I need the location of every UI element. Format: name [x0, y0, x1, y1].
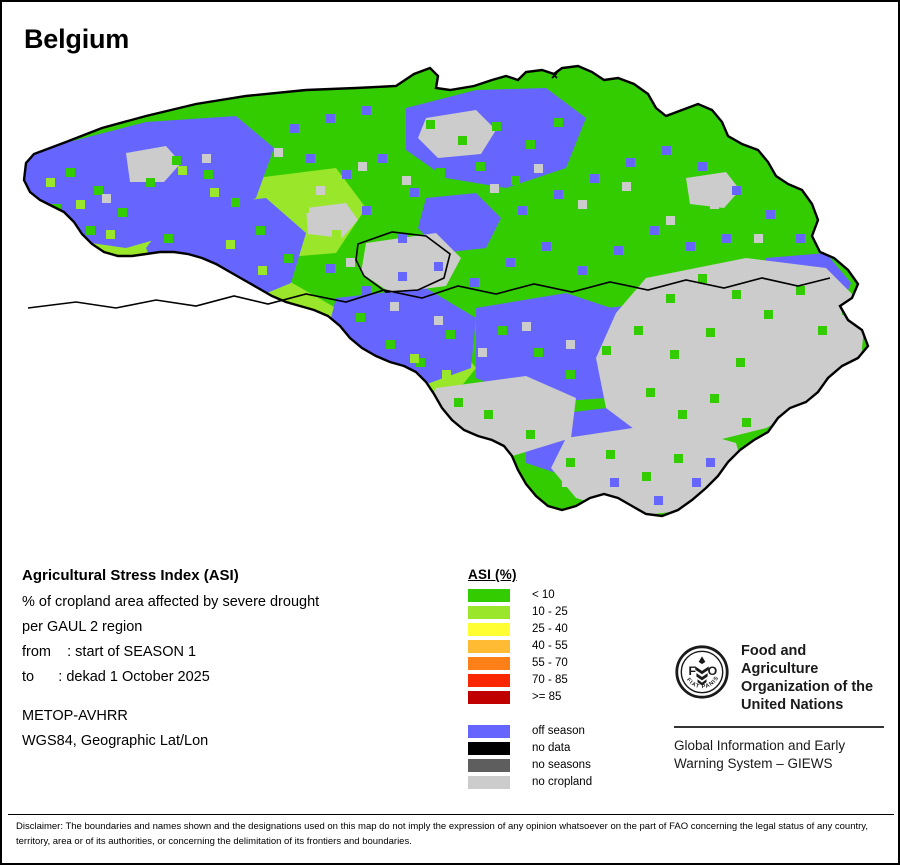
- fao-name-line-3: United Nations: [741, 696, 844, 713]
- legend-item-25-40[interactable]: 25 - 40: [468, 621, 658, 637]
- fao-organization-name: Food and Agriculture Organization of the…: [741, 643, 884, 715]
- page-title: Belgium: [24, 24, 130, 54]
- legend-item-70-85[interactable]: 70 - 85: [468, 672, 658, 688]
- legend-label-no-data: no data: [532, 742, 571, 754]
- legend-label-lt10: < 10: [532, 589, 555, 601]
- legend-swatch-70-85: [468, 673, 510, 687]
- legend-label-70-85: 70 - 85: [532, 674, 568, 686]
- legend-swatch-off-season: [468, 724, 510, 738]
- giews-line-2: Warning System – GIEWS: [674, 755, 833, 771]
- caption-line-2: per GAUL 2 region: [22, 619, 143, 635]
- caption-heading: Agricultural Stress Index (ASI): [22, 567, 239, 584]
- legend-group-spacer: [468, 706, 658, 723]
- legend-label-no-cropland: no cropland: [532, 776, 593, 788]
- svg-text:F: F: [689, 664, 697, 678]
- legend-item-55-70[interactable]: 55 - 70: [468, 655, 658, 671]
- legend-label-25-40: 25 - 40: [532, 623, 568, 635]
- legend-item-no-seasons[interactable]: no seasons: [468, 757, 658, 773]
- legend-item-40-55[interactable]: 40 - 55: [468, 638, 658, 654]
- fao-name-line-1: Food and Agriculture: [741, 643, 819, 677]
- fao-name-line-2: Organization of the: [741, 678, 874, 695]
- legend-swatch-gte85: [468, 690, 510, 704]
- region-boundaries: [27, 231, 831, 309]
- fao-branding: F O FIAT PANIS Food and Agriculture Orga…: [674, 643, 884, 773]
- legend-label-gte85: >= 85: [532, 691, 562, 703]
- legend-title: ASI (%): [468, 567, 517, 582]
- legend-swatch-no-seasons: [468, 758, 510, 772]
- legend-item-10-25[interactable]: 10 - 25: [468, 604, 658, 620]
- legend-swatch-no-cropland: [468, 775, 510, 789]
- legend-swatch-40-55: [468, 639, 510, 653]
- legend-swatch-lt10: [468, 588, 510, 602]
- disclaimer-text: Disclaimer: The boundaries and names sho…: [16, 821, 868, 847]
- national-boundary: [22, 64, 870, 518]
- fao-emblem-icon: F O FIAT PANIS: [674, 644, 730, 700]
- map-caption: Agricultural Stress Index (ASI) % of cro…: [22, 567, 452, 758]
- map-canvas[interactable]: [6, 58, 898, 548]
- legend-item-no-data[interactable]: no data: [468, 740, 658, 756]
- legend-item-gte85[interactable]: >= 85: [468, 689, 658, 705]
- legend-label-40-55: 40 - 55: [532, 640, 568, 652]
- legend-swatch-10-25: [468, 605, 510, 619]
- legend-label-off-season: off season: [532, 725, 585, 737]
- svg-text:O: O: [708, 664, 718, 678]
- raster-speckle: [36, 106, 851, 516]
- disclaimer-divider: [8, 814, 894, 815]
- giews-name: Global Information and Early Warning Sys…: [674, 737, 884, 773]
- legend-swatch-no-data: [468, 741, 510, 755]
- caption-period-to: to : dekad 1 October 2025: [22, 669, 210, 685]
- coastal-marker-icon: [551, 72, 558, 79]
- legend-swatch-55-70: [468, 656, 510, 670]
- map-legend: ASI (%) < 10 10 - 25 25 - 40 40 - 55 55 …: [468, 567, 658, 791]
- legend-item-no-cropland[interactable]: no cropland: [468, 774, 658, 790]
- caption-spacer: [22, 694, 452, 708]
- legend-label-no-seasons: no seasons: [532, 759, 591, 771]
- legend-item-lt10[interactable]: < 10: [468, 587, 658, 603]
- caption-sensor: METOP-AVHRR: [22, 708, 128, 724]
- caption-line-1: % of cropland area affected by severe dr…: [22, 594, 320, 610]
- fao-divider: [674, 725, 884, 728]
- map-raster-body: [24, 66, 868, 516]
- caption-projection: WGS84, Geographic Lat/Lon: [22, 733, 209, 749]
- belgium-asi-raster: [22, 64, 870, 518]
- legend-item-off-season[interactable]: off season: [468, 723, 658, 739]
- giews-line-1: Global Information and Early: [674, 737, 846, 753]
- legend-label-55-70: 55 - 70: [532, 657, 568, 669]
- caption-period-from: from : start of SEASON 1: [22, 644, 197, 660]
- legend-label-10-25: 10 - 25: [532, 606, 568, 618]
- legend-swatch-25-40: [468, 622, 510, 636]
